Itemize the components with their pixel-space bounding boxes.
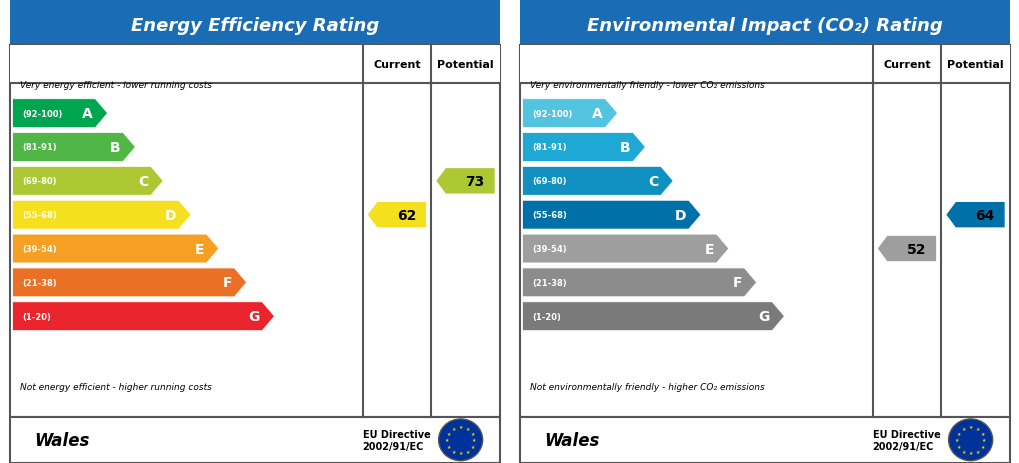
Polygon shape bbox=[368, 202, 426, 228]
Text: Current: Current bbox=[373, 60, 421, 70]
Text: EU Directive
2002/91/EC: EU Directive 2002/91/EC bbox=[872, 429, 940, 450]
Text: ★: ★ bbox=[458, 425, 463, 429]
Text: ★: ★ bbox=[974, 426, 978, 431]
Text: ★: ★ bbox=[444, 438, 448, 442]
Polygon shape bbox=[522, 235, 728, 263]
Text: (69-80): (69-80) bbox=[22, 177, 57, 186]
FancyBboxPatch shape bbox=[520, 46, 1009, 83]
Polygon shape bbox=[522, 100, 616, 128]
Text: Wales: Wales bbox=[35, 431, 90, 449]
Text: (92-100): (92-100) bbox=[532, 109, 573, 119]
Text: Not energy efficient - higher running costs: Not energy efficient - higher running co… bbox=[20, 382, 212, 391]
Polygon shape bbox=[12, 201, 191, 230]
Text: ★: ★ bbox=[956, 444, 960, 449]
Text: Energy Efficiency Rating: Energy Efficiency Rating bbox=[130, 17, 379, 34]
Text: A: A bbox=[82, 107, 93, 121]
Text: ★: ★ bbox=[470, 444, 474, 449]
Text: (69-80): (69-80) bbox=[532, 177, 567, 186]
Text: ★: ★ bbox=[974, 449, 978, 454]
Text: (81-91): (81-91) bbox=[22, 143, 57, 152]
Text: ★: ★ bbox=[979, 431, 983, 436]
Polygon shape bbox=[12, 235, 218, 263]
Text: ★: ★ bbox=[967, 450, 972, 455]
Text: ★: ★ bbox=[465, 426, 469, 431]
Text: (55-68): (55-68) bbox=[22, 211, 57, 220]
Text: 73: 73 bbox=[465, 175, 484, 188]
Text: 52: 52 bbox=[906, 242, 925, 256]
Text: E: E bbox=[195, 242, 204, 256]
Text: ★: ★ bbox=[956, 431, 960, 436]
Text: ★: ★ bbox=[470, 431, 474, 436]
FancyBboxPatch shape bbox=[10, 417, 499, 463]
Polygon shape bbox=[12, 133, 136, 162]
Polygon shape bbox=[12, 100, 107, 128]
Text: (81-91): (81-91) bbox=[532, 143, 567, 152]
Text: Potential: Potential bbox=[437, 60, 493, 70]
Text: D: D bbox=[165, 208, 176, 222]
Text: C: C bbox=[139, 175, 149, 188]
Text: G: G bbox=[757, 310, 769, 324]
Text: ★: ★ bbox=[465, 449, 469, 454]
Polygon shape bbox=[522, 302, 784, 331]
Text: EU Directive
2002/91/EC: EU Directive 2002/91/EC bbox=[363, 429, 430, 450]
Polygon shape bbox=[877, 236, 935, 262]
Text: 62: 62 bbox=[396, 208, 416, 222]
Text: (21-38): (21-38) bbox=[22, 278, 57, 287]
Text: B: B bbox=[620, 141, 630, 155]
Text: Very environmentally friendly - lower CO₂ emissions: Very environmentally friendly - lower CO… bbox=[530, 81, 764, 90]
FancyBboxPatch shape bbox=[10, 46, 499, 417]
Text: D: D bbox=[675, 208, 686, 222]
Text: (55-68): (55-68) bbox=[532, 211, 567, 220]
Text: (1-20): (1-20) bbox=[22, 312, 51, 321]
Text: E: E bbox=[704, 242, 713, 256]
Polygon shape bbox=[522, 167, 673, 196]
Text: ★: ★ bbox=[458, 450, 463, 455]
Text: 64: 64 bbox=[974, 208, 994, 222]
Polygon shape bbox=[12, 167, 163, 196]
Circle shape bbox=[948, 419, 991, 461]
Text: ★: ★ bbox=[446, 444, 450, 449]
Text: ★: ★ bbox=[446, 431, 450, 436]
Text: C: C bbox=[648, 175, 658, 188]
Text: B: B bbox=[110, 141, 120, 155]
Text: ★: ★ bbox=[967, 425, 972, 429]
FancyBboxPatch shape bbox=[10, 0, 499, 46]
Text: ★: ★ bbox=[954, 438, 958, 442]
Text: Environmental Impact (CO₂) Rating: Environmental Impact (CO₂) Rating bbox=[587, 17, 942, 34]
FancyBboxPatch shape bbox=[10, 46, 499, 83]
Text: A: A bbox=[591, 107, 602, 121]
FancyBboxPatch shape bbox=[520, 417, 1009, 463]
Text: G: G bbox=[248, 310, 260, 324]
Polygon shape bbox=[522, 201, 700, 230]
Text: ★: ★ bbox=[961, 426, 965, 431]
Text: F: F bbox=[732, 276, 741, 290]
Text: (1-20): (1-20) bbox=[532, 312, 560, 321]
Text: ★: ★ bbox=[451, 449, 455, 454]
Polygon shape bbox=[12, 302, 274, 331]
Polygon shape bbox=[12, 269, 247, 297]
FancyBboxPatch shape bbox=[520, 46, 1009, 417]
Polygon shape bbox=[522, 133, 645, 162]
Text: (21-38): (21-38) bbox=[532, 278, 567, 287]
Text: (39-54): (39-54) bbox=[532, 244, 567, 253]
Text: Potential: Potential bbox=[947, 60, 1003, 70]
Text: Current: Current bbox=[882, 60, 930, 70]
Text: F: F bbox=[222, 276, 231, 290]
Polygon shape bbox=[946, 202, 1004, 228]
FancyBboxPatch shape bbox=[520, 0, 1009, 46]
Circle shape bbox=[438, 419, 482, 461]
Text: Very energy efficient - lower running costs: Very energy efficient - lower running co… bbox=[20, 81, 212, 90]
Polygon shape bbox=[436, 169, 494, 194]
Text: ★: ★ bbox=[451, 426, 455, 431]
Text: Not environmentally friendly - higher CO₂ emissions: Not environmentally friendly - higher CO… bbox=[530, 382, 764, 391]
Text: (39-54): (39-54) bbox=[22, 244, 57, 253]
Text: Wales: Wales bbox=[544, 431, 599, 449]
Text: (92-100): (92-100) bbox=[22, 109, 63, 119]
Text: ★: ★ bbox=[961, 449, 965, 454]
Text: ★: ★ bbox=[981, 438, 985, 442]
Text: ★: ★ bbox=[472, 438, 476, 442]
Polygon shape bbox=[522, 269, 756, 297]
Text: ★: ★ bbox=[979, 444, 983, 449]
